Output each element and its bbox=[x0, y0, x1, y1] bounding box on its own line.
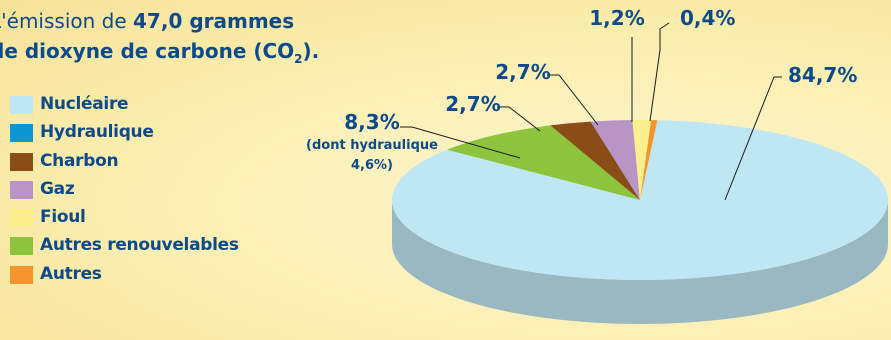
legend-label: Nucléaire bbox=[40, 94, 129, 114]
pie-slice bbox=[640, 120, 658, 200]
leader-line bbox=[649, 22, 670, 122]
leader-line bbox=[497, 106, 541, 132]
slice-label: 0,4% bbox=[680, 6, 735, 30]
chart-header: L'émission de 47,0 grammes de dioxyne de… bbox=[0, 6, 319, 74]
slice-label: 8,3% bbox=[344, 110, 399, 134]
legend-label: Gaz bbox=[40, 178, 75, 199]
pie-slice bbox=[392, 120, 889, 280]
pie-slice bbox=[632, 120, 652, 200]
legend-swatch bbox=[10, 96, 33, 114]
leader-line bbox=[547, 74, 599, 126]
legend-swatch bbox=[10, 180, 33, 199]
legend-label: Hydraulique bbox=[40, 122, 154, 143]
legend-label: Fioul bbox=[40, 207, 86, 228]
legend-label: Autres renouvelables bbox=[40, 235, 239, 256]
legend-swatch bbox=[10, 124, 33, 143]
legend-swatch bbox=[10, 152, 33, 171]
pie-slice-side bbox=[392, 200, 888, 324]
slice-label: 84,7% bbox=[788, 63, 857, 87]
header-line-1: L'émission de 47,0 grammes bbox=[0, 9, 295, 33]
legend-label: Charbon bbox=[40, 150, 119, 171]
slice-label: 2,7% bbox=[445, 92, 500, 116]
legend-swatch bbox=[10, 265, 33, 284]
legend-swatch bbox=[10, 237, 33, 256]
header-line-2: de dioxyne de carbone (CO2). bbox=[0, 39, 320, 66]
slice-sublabel: (dont hydraulique bbox=[306, 138, 438, 153]
slice-label: 1,2% bbox=[589, 6, 644, 30]
leader-line bbox=[400, 126, 521, 159]
pie-slice bbox=[447, 125, 640, 200]
slice-label: 2,7% bbox=[495, 60, 550, 84]
slice-sublabel: 4,6%) bbox=[351, 158, 393, 173]
pie-slice bbox=[590, 120, 640, 200]
pie-slice bbox=[550, 121, 640, 200]
legend-label: Autres bbox=[40, 263, 102, 284]
leader-line bbox=[724, 76, 782, 201]
legend-swatch bbox=[10, 209, 33, 228]
